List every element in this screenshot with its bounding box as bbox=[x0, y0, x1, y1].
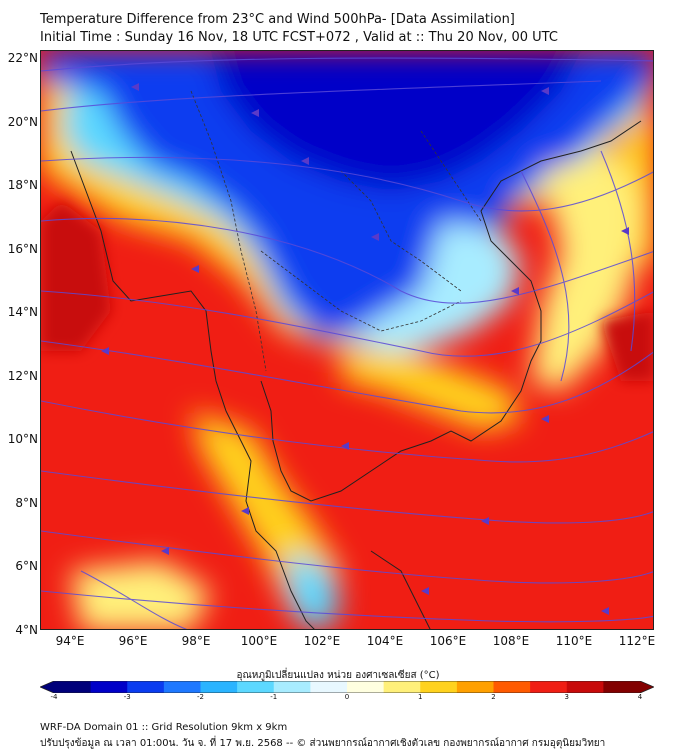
longitude-label: 106°E bbox=[429, 634, 467, 648]
latitude-label: 16°N bbox=[7, 241, 38, 256]
colorbar-segment bbox=[237, 681, 275, 693]
colorbar-segment bbox=[566, 681, 604, 693]
latitude-label: 12°N bbox=[7, 368, 38, 383]
coastlines bbox=[70, 120, 642, 629]
wind-streamlines bbox=[41, 57, 653, 629]
colorbar-segment bbox=[310, 681, 348, 693]
wind-arrowheads bbox=[101, 83, 629, 615]
latitude-label: 6°N bbox=[15, 559, 38, 574]
colorbar-segment bbox=[127, 681, 165, 693]
colorbar-tick-label: 3 bbox=[564, 693, 569, 701]
colorbar-segment bbox=[347, 681, 385, 693]
colorbar-segment bbox=[200, 681, 238, 693]
longitude-label: 94°E bbox=[55, 634, 85, 648]
map-subtitle: Initial Time : Sunday 16 Nov, 18 UTC FCS… bbox=[40, 30, 558, 45]
latitude-label: 4°N bbox=[15, 623, 38, 637]
longitude-label: 112°E bbox=[618, 634, 656, 648]
colorbar-max-extend bbox=[640, 681, 654, 693]
colorbar-tick-label: -4 bbox=[50, 693, 58, 701]
colorbar-tick-label: -2 bbox=[197, 693, 204, 701]
latitude-label: 22°N bbox=[7, 51, 38, 65]
colorbar-segment bbox=[383, 681, 421, 693]
longitude-label: 96°E bbox=[118, 634, 148, 648]
temperature-field bbox=[41, 51, 653, 629]
borders bbox=[190, 90, 482, 372]
longitude-label: 108°E bbox=[492, 634, 530, 648]
longitude-label: 110°E bbox=[555, 634, 593, 648]
colorbar-tick-label: 0 bbox=[344, 693, 350, 701]
footer-domain-info: WRF-DA Domain 01 :: Grid Resolution 9km … bbox=[40, 722, 288, 733]
longitude-label: 98°E bbox=[181, 634, 211, 648]
colorbar-tick-label: -1 bbox=[270, 693, 278, 701]
colorbar-title: อุณหภูมิเปลี่ยนแปลง หน่วย องศาเซลเซียส (… bbox=[236, 670, 440, 681]
colorbar-tick-label: 2 bbox=[491, 693, 496, 701]
colorbar-segment bbox=[493, 681, 531, 693]
colorbar-segment bbox=[530, 681, 568, 693]
latitude-label: 8°N bbox=[15, 495, 38, 510]
latitude-label: 20°N bbox=[7, 114, 38, 129]
colorbar-segment bbox=[273, 681, 311, 693]
colorbar-tick-label: 4 bbox=[637, 693, 643, 701]
longitude-label: 102°E bbox=[303, 634, 341, 648]
colorbar-segment bbox=[90, 681, 128, 693]
longitude-label: 104°E bbox=[366, 634, 404, 648]
map-area bbox=[40, 50, 654, 630]
longitude-label: 100°E bbox=[240, 634, 278, 648]
colorbar-tick-label: -3 bbox=[123, 693, 131, 701]
latitude-label: 18°N bbox=[7, 178, 38, 193]
latitude-label: 14°N bbox=[7, 305, 38, 320]
colorbar-min-extend bbox=[40, 681, 54, 693]
colorbar-segment bbox=[163, 681, 201, 693]
colorbar-segment bbox=[456, 681, 494, 693]
colorbar-segment bbox=[603, 681, 641, 693]
map-title: Temperature Difference from 23°C and Win… bbox=[40, 12, 515, 27]
colorbar-segment bbox=[420, 681, 458, 693]
colorbar-segment bbox=[54, 681, 92, 693]
footer-update-info: ปรับปรุงข้อมูล ณ เวลา 01:00น. วัน จ. ที่… bbox=[40, 738, 606, 749]
colorbar-tick-label: 1 bbox=[418, 693, 423, 701]
colorbar bbox=[40, 681, 654, 693]
latitude-label: 10°N bbox=[7, 432, 38, 447]
